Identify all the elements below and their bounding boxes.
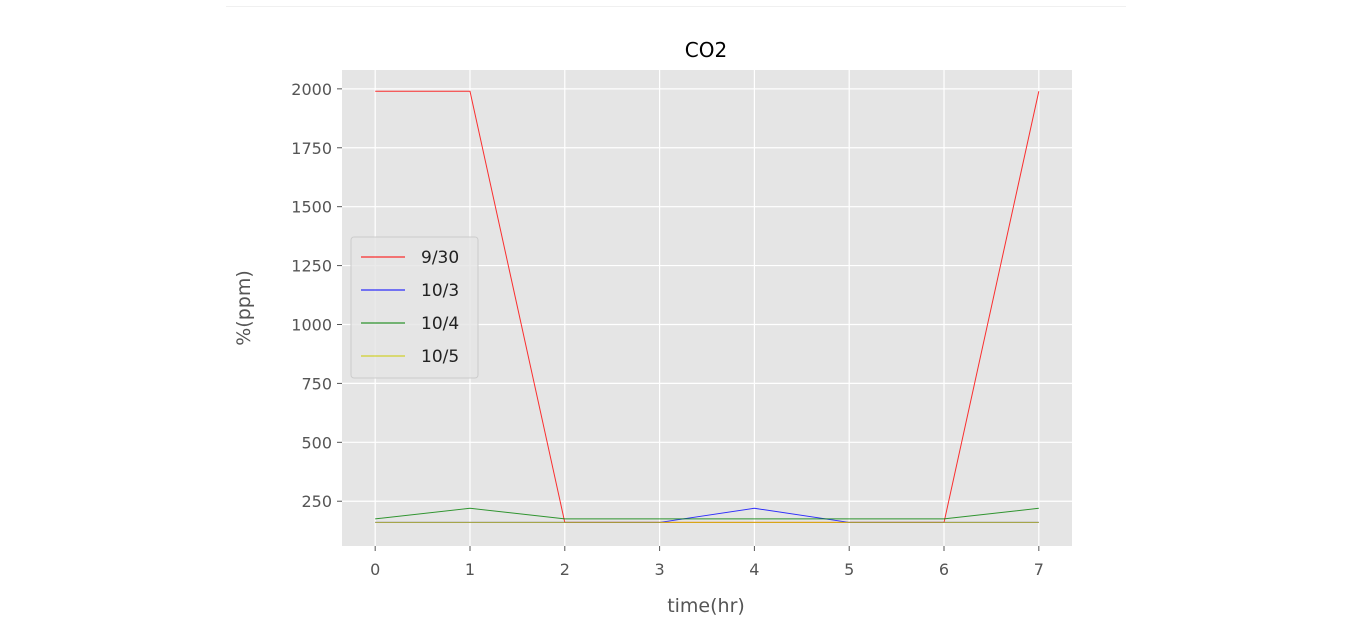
grid-lines xyxy=(342,70,1072,546)
y-axis-ticks: 250 500 750 1000 1250 1500 1750 2000 xyxy=(291,80,342,511)
x-axis-label: time(hr) xyxy=(667,595,745,617)
x-tick-label: 7 xyxy=(1034,560,1044,579)
y-tick-label: 750 xyxy=(301,374,332,393)
series-lines xyxy=(375,90,1040,523)
legend-label: 10/4 xyxy=(421,314,459,334)
legend-box xyxy=(350,236,479,379)
y-tick-label: 1250 xyxy=(291,257,332,276)
y-tick-label: 250 xyxy=(301,492,332,511)
x-tick-label: 0 xyxy=(370,560,380,579)
chart-title: CO2 xyxy=(685,38,727,62)
legend-label: 10/5 xyxy=(421,347,459,367)
legend: 9/30 10/3 10/4 10/5 xyxy=(350,236,479,379)
legend-label: 9/30 xyxy=(421,248,459,268)
y-tick-label: 500 xyxy=(301,433,332,452)
x-axis-ticks: 0 1 2 3 4 5 6 7 xyxy=(370,546,1044,579)
legend-label: 10/3 xyxy=(421,281,459,301)
y-tick-label: 1000 xyxy=(291,315,332,334)
x-tick-label: 3 xyxy=(655,560,665,579)
y-axis-label: %(ppm) xyxy=(233,270,255,346)
page-top-divider xyxy=(226,6,1126,7)
x-tick-label: 4 xyxy=(749,560,759,579)
x-tick-label: 1 xyxy=(465,560,475,579)
y-tick-label: 1750 xyxy=(291,139,332,158)
y-tick-label: 2000 xyxy=(291,80,332,99)
x-tick-label: 6 xyxy=(939,560,949,579)
y-tick-label: 1500 xyxy=(291,198,332,217)
x-tick-label: 2 xyxy=(560,560,570,579)
x-tick-label: 5 xyxy=(844,560,854,579)
series-line-10-4 xyxy=(375,507,1039,520)
